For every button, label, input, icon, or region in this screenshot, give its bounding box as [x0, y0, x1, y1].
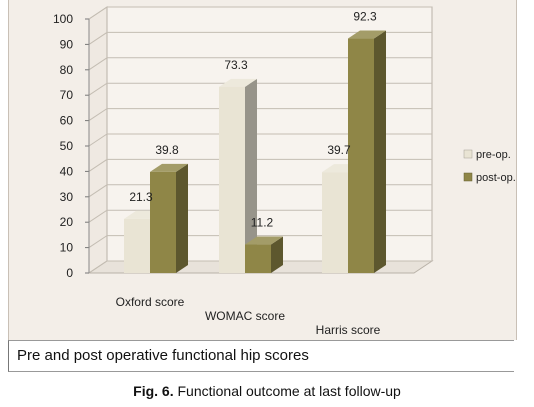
bar-side: [271, 236, 283, 273]
gridline: [88, 82, 432, 96]
y-tick-label: 50: [60, 139, 74, 153]
figure-caption-text: Functional outcome at last follow-up: [177, 383, 401, 399]
y-tick-label: 100: [53, 12, 73, 26]
y-tick-label: 70: [60, 88, 74, 102]
figure-caption: Fig. 6. Functional outcome at last follo…: [0, 383, 534, 399]
y-tick-label: 0: [66, 266, 73, 280]
y-tick-label: 40: [60, 164, 74, 178]
bar-front: [124, 218, 150, 273]
chart-caption: Pre and post operative functional hip sc…: [17, 347, 309, 364]
bar-top: [348, 30, 386, 39]
legend-swatch: [463, 149, 473, 159]
bar-chart: 0 10 20 30 40 50 60 70 80 90 100 21.3 39.8 73.3 11.2 3…: [53, 6, 516, 337]
bar-front: [348, 38, 374, 273]
bar-post-op-1: [245, 236, 283, 273]
y-axis: 0 10 20 30 40 50 60 70 80 90 100: [53, 12, 90, 280]
data-label: 73.3: [224, 58, 248, 72]
y-tick-label: 90: [60, 37, 74, 51]
gridline: [88, 57, 432, 71]
gridline: [88, 108, 432, 122]
bar-side: [374, 30, 386, 274]
gridline: [88, 6, 432, 20]
bar-side: [176, 163, 188, 273]
legend: pre-op. post-op.: [463, 149, 516, 184]
x-tick-label: Oxford score: [116, 295, 185, 309]
bar-top: [219, 78, 257, 87]
legend-swatch: [463, 172, 473, 182]
data-label: 39.8: [155, 143, 179, 157]
data-labels: 21.3 39.8 73.3 11.2 39.7 92.3: [129, 10, 377, 230]
x-axis: Oxford score WOMAC score Harris score: [116, 295, 381, 337]
legend-label: post-op.: [476, 172, 516, 184]
bar-front: [245, 244, 271, 273]
data-label: 39.7: [327, 143, 351, 157]
y-tick-label: 80: [60, 63, 74, 77]
gridline: [88, 158, 432, 172]
data-label: 21.3: [129, 190, 153, 204]
y-tick-label: 30: [60, 190, 74, 204]
bar-front: [322, 172, 348, 273]
chart-area: 0 10 20 30 40 50 60 70 80 90 100 21.3 39.8 73.3 11.2 3…: [8, 0, 517, 340]
bar-front: [219, 86, 245, 274]
chart-caption-box: Pre and post operative functional hip sc…: [8, 340, 514, 372]
bar-post-op-0: [150, 163, 188, 273]
bar-post-op-2: [348, 30, 386, 274]
bar-side: [245, 78, 257, 274]
legend-label: pre-op.: [476, 149, 511, 161]
bar-top: [245, 236, 283, 245]
data-label: 11.2: [251, 216, 274, 230]
y-tick-label: 10: [60, 241, 74, 255]
bar-pre-op-1: [219, 78, 257, 274]
gridline: [88, 133, 432, 147]
y-tick-label: 20: [60, 215, 74, 229]
data-label: 92.3: [353, 10, 377, 24]
gridline: [88, 31, 432, 45]
bar-front: [150, 171, 176, 273]
figure-label: Fig. 6.: [133, 383, 174, 399]
bars: [124, 30, 386, 274]
y-tick-label: 60: [60, 114, 74, 128]
x-tick-label: WOMAC score: [205, 309, 285, 323]
x-tick-label: Harris score: [316, 323, 381, 337]
bar-top: [150, 163, 188, 172]
